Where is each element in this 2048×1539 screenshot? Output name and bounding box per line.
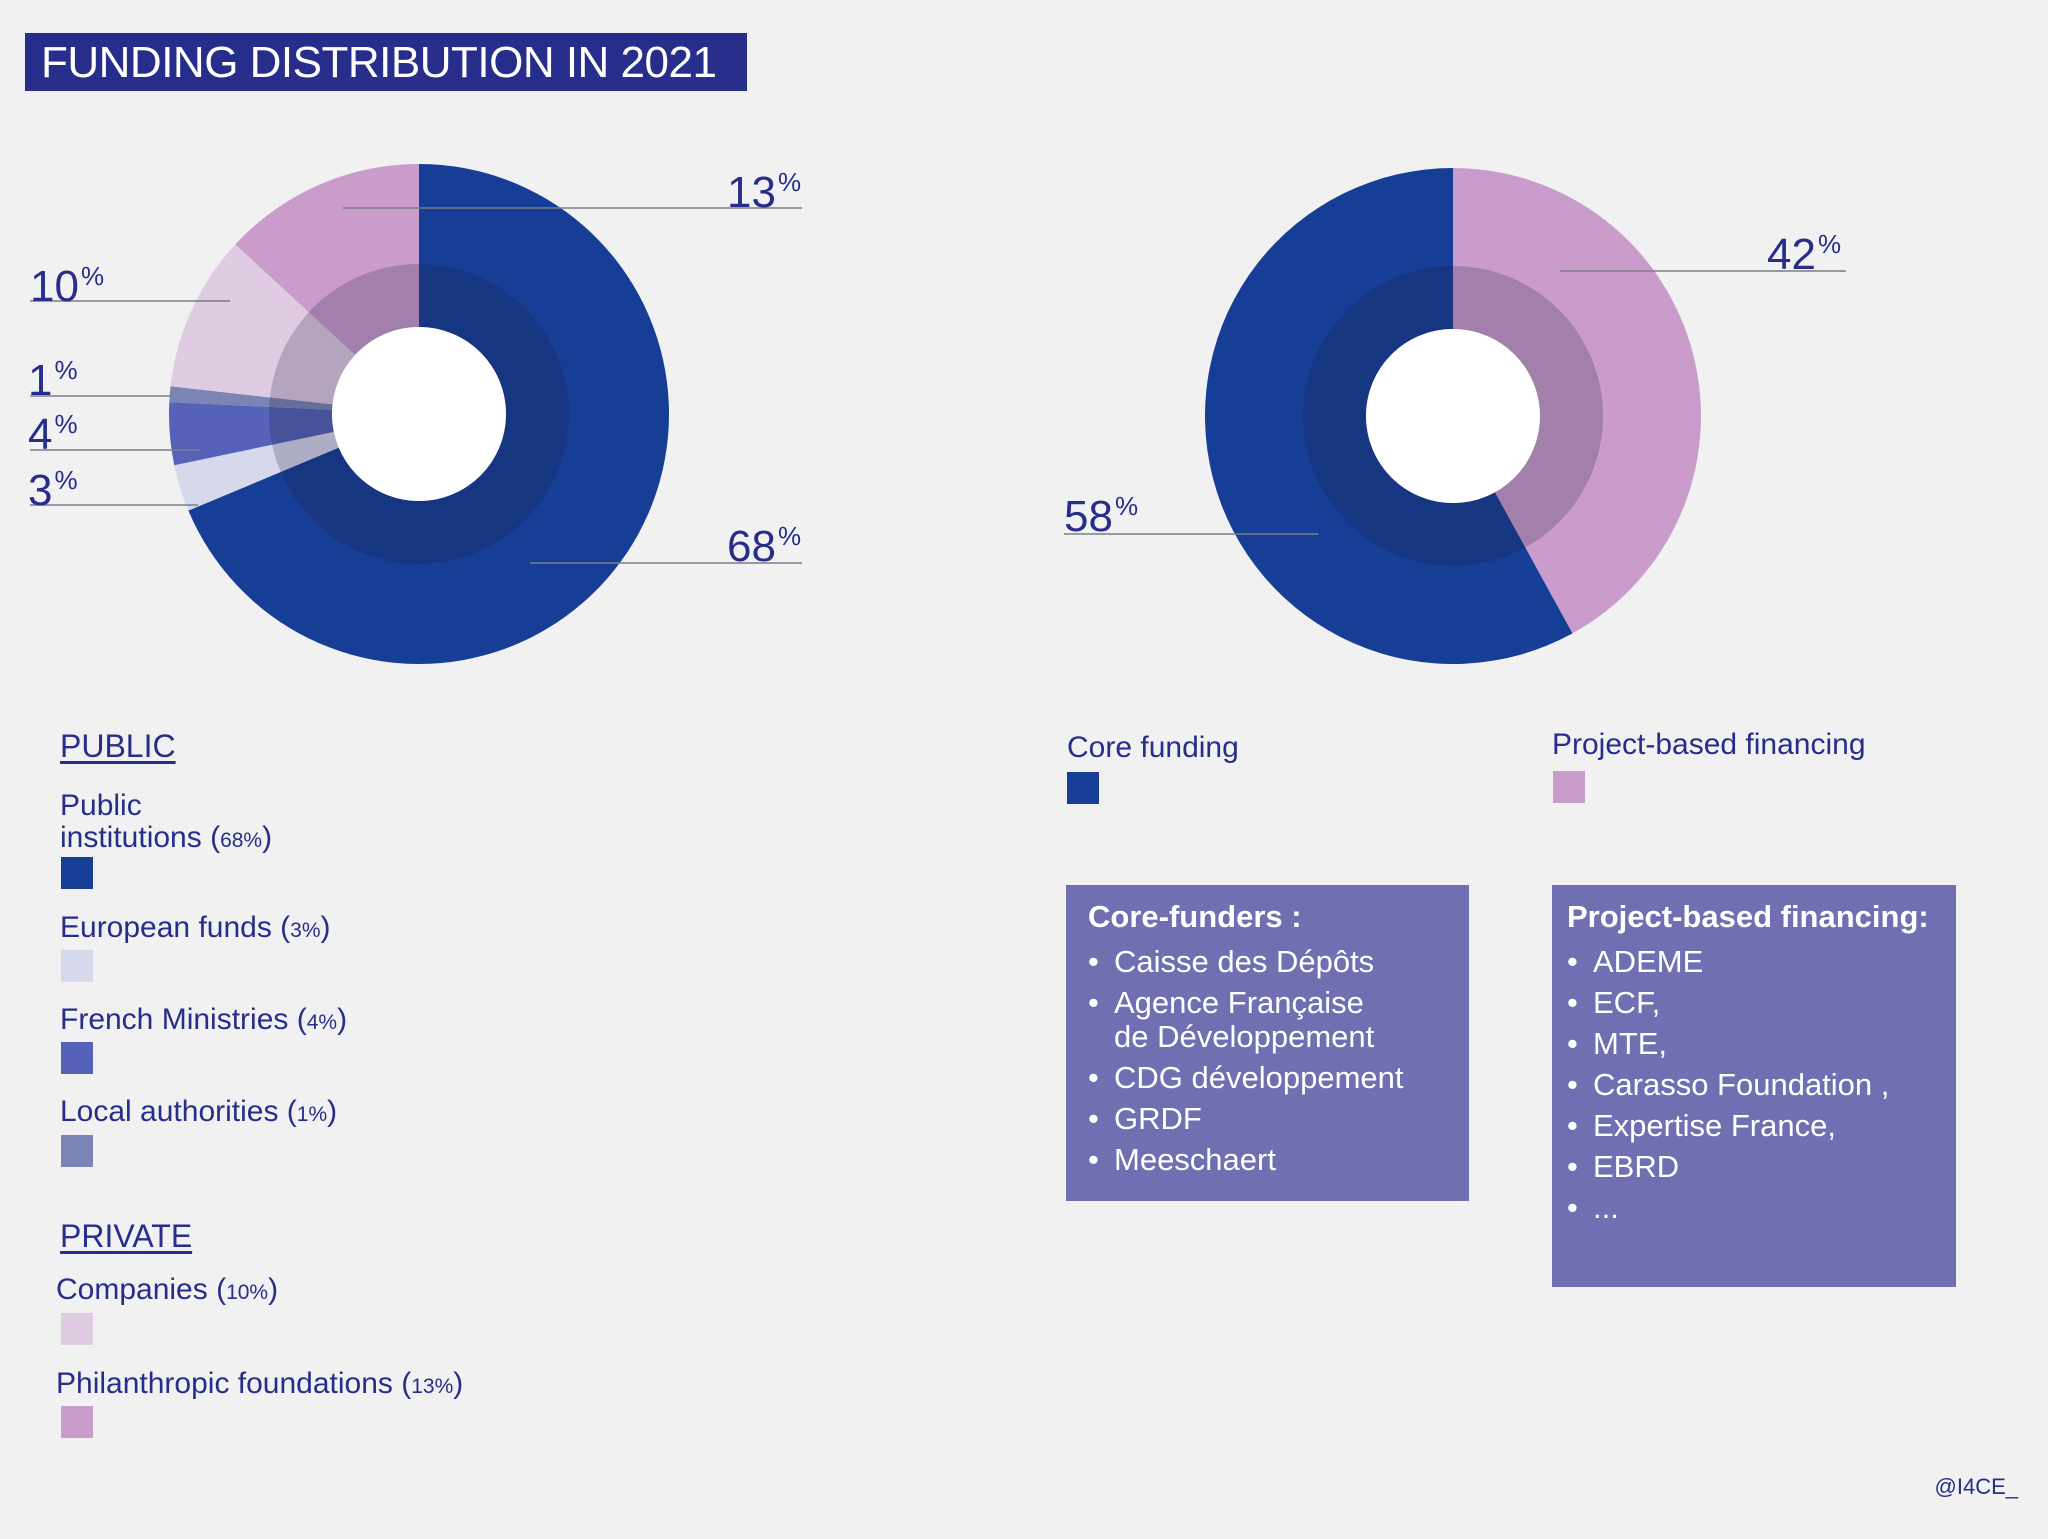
legend-swatch-companies [61,1313,93,1345]
core-funders-box: Core-funders : Caisse des Dépôts Agence F… [1066,885,1469,1201]
core-funder-item: GRDF [1088,1102,1447,1137]
left-donut-slice-european-funds [174,431,339,511]
data-label-project-based: 42% [1767,229,1842,279]
project-financer-item: Expertise France, [1567,1109,1946,1144]
project-financers-box: Project-based financing: ADEME ECF, MTE, Ca… [1552,885,1956,1287]
legend-item-french-ministries: French Ministries (4%) [60,1003,348,1036]
core-funder-item: Meeschaert [1088,1143,1447,1178]
legend-swatch-core-funding [1067,772,1099,804]
right-donut-hole [1366,329,1540,503]
legend-swatch-public-institutions [61,857,93,889]
legend-item-companies: Companies (10%) [56,1273,279,1306]
legend-item-philanthropic-foundations: Philanthropic foundations (13%) [56,1367,464,1400]
page-title: FUNDING DISTRIBUTION IN 2021 [25,33,747,91]
legend-item-core-funding: Core funding [1067,731,1239,764]
left-donut-hole [332,327,506,501]
data-label-french-ministries: 4% [28,409,78,459]
data-label-philanthropic: 13% [727,167,802,217]
project-financer-item: MTE, [1567,1027,1946,1062]
core-funder-item: Caisse des Dépôts [1088,945,1447,980]
legend-swatch-local-authorities [61,1135,93,1167]
project-financer-item: EBRD [1567,1150,1946,1185]
project-financers-list: ADEME ECF, MTE, Carasso Foundation , Experti… [1567,945,1946,1226]
project-financer-item: ECF, [1567,986,1946,1021]
legend-swatch-french-ministries [61,1042,93,1074]
credit-handle: @I4CE_ [1934,1474,2018,1499]
data-label-local-authorities: 1% [28,355,78,405]
data-label-companies: 10% [30,261,105,311]
right-donut-slice-core-funding [1205,168,1573,664]
left-donut-slice-philanthropic-foundations [235,164,419,355]
legend-item-european-funds: European funds (3%) [60,911,331,944]
left-donut-slice-companies [170,244,356,405]
legend-item-local-authorities: Local authorities (1%) [60,1095,338,1128]
core-funders-title: Core-funders : [1088,899,1302,934]
project-financer-item: ... [1567,1191,1946,1226]
data-label-european-funds: 3% [28,465,78,515]
legend-item-public-institutions: Public institutions (68%) [60,789,273,854]
left-donut-slice-french-ministries [169,402,334,466]
project-financer-item: Carasso Foundation , [1567,1068,1946,1103]
legend-heading-private: PRIVATE [60,1218,193,1254]
project-financers-title: Project-based financing: [1567,899,1929,934]
data-label-core-funding: 58% [1064,491,1139,541]
project-financer-item: ADEME [1567,945,1946,980]
right-donut-slice-project-based [1453,168,1701,634]
left-donut-slice-local-authorities [169,386,333,410]
left-donut-slice-public-institutions [188,164,670,664]
legend-swatch-european-funds [61,950,93,982]
core-funder-item: CDG développement [1088,1061,1447,1096]
legend-item-project-based: Project-based financing [1552,728,1866,761]
legend-swatch-philanthropic-foundations [61,1406,93,1438]
data-label-public-institutions: 68% [727,521,802,571]
legend-heading-public: PUBLIC [60,728,176,764]
legend-swatch-project-based [1553,771,1585,803]
